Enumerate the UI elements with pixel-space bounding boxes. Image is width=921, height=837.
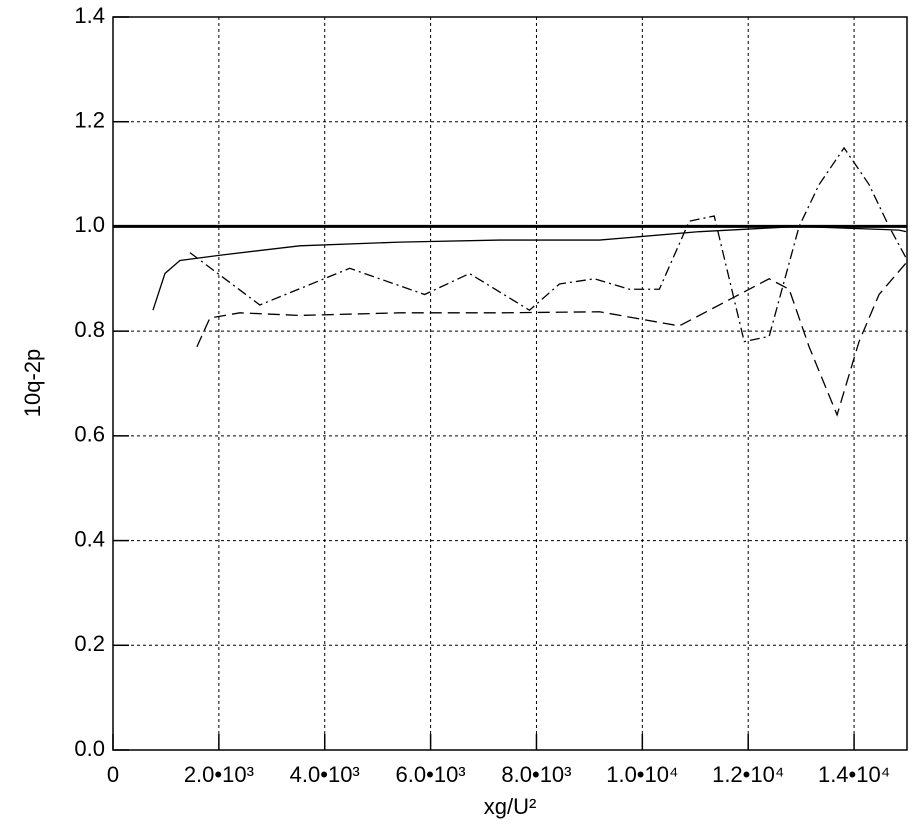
y-tick-label: 1.4 xyxy=(74,3,105,28)
x-axis-label: xg/U² xyxy=(484,794,537,819)
y-tick-label: 1.2 xyxy=(74,108,105,133)
x-tick-label: 2.0•10³ xyxy=(184,762,254,787)
y-tick-label: 0.6 xyxy=(74,422,105,447)
x-tick-label: 1.0•10⁴ xyxy=(606,762,678,787)
y-axis-label: 10q-2p xyxy=(20,349,45,418)
y-tick-label: 1.0 xyxy=(74,212,105,237)
data-line xyxy=(196,262,907,417)
data-line xyxy=(189,146,907,343)
y-tick-label: 0.2 xyxy=(74,631,105,656)
data-line xyxy=(152,225,907,311)
x-tick-label: 4.0•10³ xyxy=(290,762,360,787)
x-tick-label: 1.2•10⁴ xyxy=(712,762,784,787)
x-tick-label: 8.0•10³ xyxy=(501,762,571,787)
x-tick-label: 6.0•10³ xyxy=(396,762,466,787)
y-tick-label: 0.0 xyxy=(74,736,105,761)
y-tick-label: 0.4 xyxy=(74,526,105,551)
y-tick-label: 0.8 xyxy=(74,317,105,342)
x-tick-label: 1.4•10⁴ xyxy=(818,762,890,787)
plot-frame xyxy=(112,16,908,751)
x-tick-label: 0 xyxy=(107,762,119,787)
